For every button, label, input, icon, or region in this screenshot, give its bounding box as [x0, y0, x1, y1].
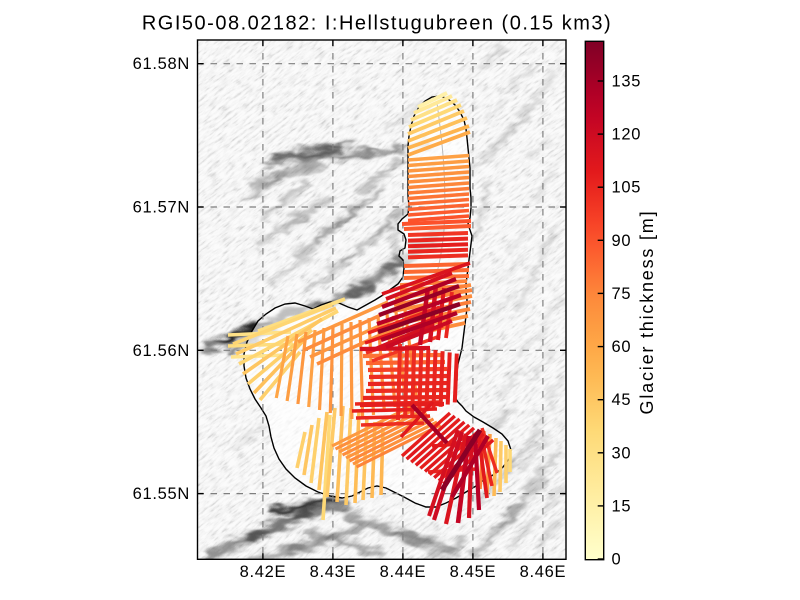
svg-text:135: 135	[612, 73, 642, 91]
svg-text:RGI50-08.02182: I:Hellstugubre: RGI50-08.02182: I:Hellstugubreen (0.15 k…	[142, 13, 612, 35]
svg-text:0: 0	[612, 551, 622, 569]
svg-text:8.46E: 8.46E	[520, 563, 567, 581]
svg-text:60: 60	[612, 338, 632, 356]
svg-text:15: 15	[612, 497, 632, 515]
svg-text:8.43E: 8.43E	[310, 563, 357, 581]
svg-text:Glacier thickness [m]: Glacier thickness [m]	[637, 210, 657, 415]
svg-text:8.42E: 8.42E	[240, 563, 287, 581]
svg-text:45: 45	[612, 391, 632, 409]
svg-text:61.58N: 61.58N	[133, 55, 190, 73]
svg-text:105: 105	[612, 179, 642, 197]
svg-text:8.44E: 8.44E	[380, 563, 427, 581]
svg-text:90: 90	[612, 232, 632, 250]
svg-text:61.56N: 61.56N	[133, 342, 190, 360]
svg-text:120: 120	[612, 126, 642, 144]
svg-text:61.55N: 61.55N	[133, 485, 190, 503]
svg-text:75: 75	[612, 285, 632, 303]
svg-text:30: 30	[612, 444, 632, 462]
svg-text:8.45E: 8.45E	[450, 563, 497, 581]
svg-text:61.57N: 61.57N	[133, 199, 190, 217]
